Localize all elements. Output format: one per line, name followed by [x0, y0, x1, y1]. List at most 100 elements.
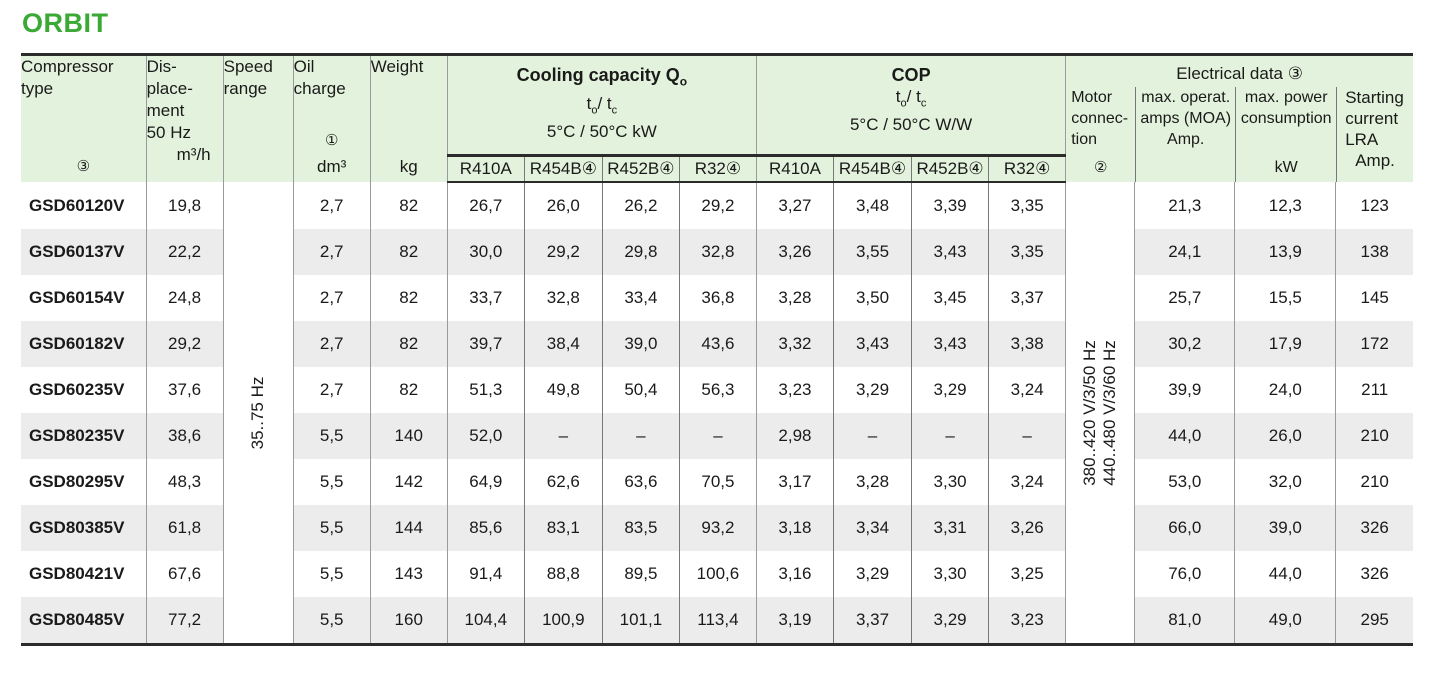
cell-displacement: 38,6 [145, 413, 224, 459]
cell-lra: 210 [1335, 459, 1413, 505]
cell-cop: 3,29 [832, 551, 912, 597]
cell-cop: 3,37 [832, 597, 912, 646]
cell-cop: 3,26 [755, 229, 834, 275]
header-oil-unit: dm³ [317, 157, 347, 176]
header-weight: Weight kg [369, 54, 448, 182]
header-power: max. power consumption kW [1235, 87, 1336, 182]
header-cc-r454b: R454B④ [523, 155, 603, 183]
table-row: GSD60154V 24,8 2,7 82 33,7 32,8 33,4 36,8 3,28 3,… [21, 275, 1413, 321]
cell-weight: 82 [369, 182, 448, 229]
cell-moa: 53,0 [1134, 459, 1235, 505]
cell-lra: 326 [1335, 551, 1413, 597]
header-cop-r410a: R410A [755, 155, 834, 183]
cell-cop: 3,29 [832, 367, 912, 413]
cell-model: GSD60154V [29, 288, 125, 307]
header-displacement-line2: place- [146, 79, 193, 98]
cell-cooling-capacity: 43,6 [678, 321, 757, 367]
cell-moa: 21,3 [1134, 182, 1235, 229]
table-row: GSD60120V 19,8 35..75 Hz 2,7 82 26,7 26,0 26,2 2… [21, 182, 1413, 646]
cell-weight: 143 [369, 551, 448, 597]
cell-displacement: 29,2 [145, 321, 224, 367]
cell-cop: 3,28 [755, 275, 834, 321]
cell-cooling-capacity: 93,2 [678, 505, 757, 551]
cell-moa: 76,0 [1134, 551, 1235, 597]
header-cooling-to-tc: to/ tc [448, 93, 756, 121]
to-label: t [586, 93, 592, 113]
cell-cooling-capacity: 38,4 [523, 321, 603, 367]
cell-cop: 3,50 [832, 275, 912, 321]
cell-cooling-capacity: 50,4 [601, 367, 680, 413]
cell-cooling-capacity: 91,4 [446, 551, 525, 597]
cell-cooling-capacity: 33,4 [601, 275, 680, 321]
cell-cop: 3,28 [832, 459, 912, 505]
cell-displacement: 61,8 [145, 505, 224, 551]
header-starting-current: Starting current LRA Amp. [1336, 87, 1413, 182]
cell-displacement: 22,2 [145, 229, 224, 275]
table-row: GSD80235V 38,6 5,5 140 52,0– – –2,98– – –44,0 26,… [21, 413, 1413, 459]
cell-cooling-capacity: 104,4 [446, 597, 525, 646]
cell-cooling-capacity: 26,2 [601, 182, 680, 229]
cell-power: 26,0 [1234, 413, 1336, 459]
header-speed-range: Speed range [222, 54, 294, 182]
header-oil-ref: ① [324, 132, 339, 149]
cell-oil-charge: 2,7 [292, 367, 371, 413]
cell-cop: 3,24 [988, 459, 1066, 505]
cell-lra: 172 [1335, 321, 1413, 367]
cell-cop: 3,55 [832, 229, 912, 275]
cell-cop: 3,23 [988, 597, 1066, 646]
table-row: GSD80385V 61,8 5,5 144 85,6 83,1 83,5 93,2 3,18 3… [21, 505, 1413, 551]
cell-cop: 3,18 [755, 505, 834, 551]
header-cooling-title-sub: o [679, 74, 688, 89]
table-body: GSD60120V 19,8 35..75 Hz 2,7 82 26,7 26,0 26,2 2… [21, 182, 1413, 646]
cell-oil-charge: 2,7 [292, 229, 371, 275]
header-displacement-unit: m³/h [176, 145, 211, 164]
header-cop-r32: R32④ [988, 155, 1066, 183]
cell-oil-charge: 5,5 [292, 551, 371, 597]
cell-cooling-capacity: 70,5 [678, 459, 757, 505]
header-weight-unit: kg [399, 157, 418, 176]
cell-cop: 3,43 [832, 321, 912, 367]
cell-cooling-capacity: 29,2 [678, 182, 757, 229]
cell-cooling-capacity: 26,7 [446, 182, 525, 229]
cell-cop: 3,37 [988, 275, 1066, 321]
table-row: GSD60137V 22,2 2,7 82 30,0 29,2 29,8 32,8 3,26 3,… [21, 229, 1413, 275]
header-cc-r452b: R452B④ [601, 155, 680, 183]
cell-cop: 3,30 [911, 551, 989, 597]
cell-displacement: 77,2 [145, 597, 224, 646]
cell-displacement: 24,8 [145, 275, 224, 321]
header-starting-line2: current [1345, 109, 1399, 128]
cell-weight: 144 [369, 505, 448, 551]
cell-cop: 3,45 [911, 275, 989, 321]
cell-cop: 3,23 [755, 367, 834, 413]
cell-cop: 3,26 [988, 505, 1066, 551]
header-displacement: Dis- place- ment 50 Hz m³/h [145, 54, 224, 182]
header-speed-line1: Speed [223, 57, 273, 76]
cell-cop: – [832, 413, 912, 459]
cell-cop: 3,43 [911, 229, 989, 275]
cell-cooling-capacity: 83,1 [523, 505, 603, 551]
cell-weight: 82 [369, 367, 448, 413]
header-motor-line3: tion [1071, 131, 1097, 148]
cell-lra: 145 [1335, 275, 1413, 321]
header-cop: COP to/ tc 5°C / 50°C W/W [755, 54, 1066, 156]
header-electrical-title: Electrical data ③ [1176, 64, 1303, 83]
to-sub: o [900, 97, 907, 110]
cell-cooling-capacity: 88,8 [523, 551, 603, 597]
cell-cooling-capacity: 113,4 [678, 597, 757, 646]
tc-sub: c [920, 97, 927, 110]
cell-moa: 25,7 [1134, 275, 1235, 321]
cell-cop: 3,39 [911, 182, 989, 229]
cell-lra: 210 [1335, 413, 1413, 459]
cell-cooling-capacity: 39,0 [601, 321, 680, 367]
speed-range-text: 35..75 Hz [248, 376, 268, 449]
header-starting-line1: Starting [1345, 88, 1404, 107]
cell-cop: 3,31 [911, 505, 989, 551]
cell-weight: 82 [369, 321, 448, 367]
cell-cooling-capacity: 33,7 [446, 275, 525, 321]
cell-oil-charge: 2,7 [292, 182, 371, 229]
header-moa: max. operat. amps (MOA) Amp. [1135, 87, 1235, 182]
cell-cop: 3,17 [755, 459, 834, 505]
header-cc-r32: R32④ [678, 155, 757, 183]
cell-power: 39,0 [1234, 505, 1336, 551]
cell-moa: 66,0 [1134, 505, 1235, 551]
